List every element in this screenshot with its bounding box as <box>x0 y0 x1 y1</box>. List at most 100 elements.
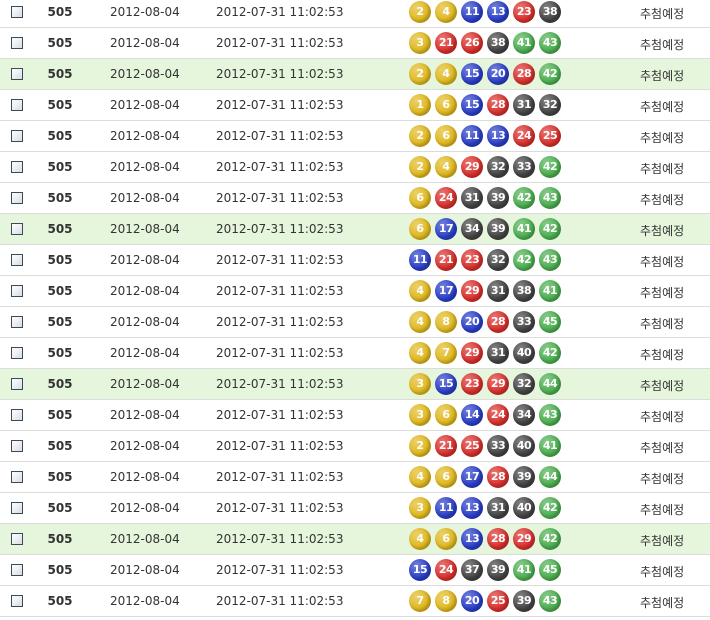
table-row: 505 2012-08-04 2012-07-31 11:02:53 4 7 29 31 40… <box>0 338 710 369</box>
lotto-ball: 31 <box>487 342 509 364</box>
lotto-ball: 20 <box>461 590 483 612</box>
row-checkbox[interactable] <box>11 471 23 483</box>
status-label: 추첨예정 <box>640 7 685 21</box>
status-label: 추첨예정 <box>640 472 685 486</box>
row-checkbox[interactable] <box>11 161 23 173</box>
lotto-ball: 28 <box>487 94 509 116</box>
lotto-ball: 41 <box>513 218 535 240</box>
created-datetime: 2012-07-31 11:02:53 <box>216 439 344 453</box>
lotto-ball: 38 <box>487 32 509 54</box>
created-datetime: 2012-07-31 11:02:53 <box>216 191 344 205</box>
row-checkbox[interactable] <box>11 316 23 328</box>
lotto-ball: 28 <box>513 63 535 85</box>
status-label: 추첨예정 <box>640 69 685 83</box>
number-balls: 7 8 20 25 39 43 <box>409 590 561 612</box>
table-row: 505 2012-08-04 2012-07-31 11:02:53 3 6 14 24 34… <box>0 400 710 431</box>
draw-date: 2012-08-04 <box>110 346 180 360</box>
round-number: 505 <box>47 470 73 484</box>
lotto-ball: 43 <box>539 187 561 209</box>
row-checkbox[interactable] <box>11 440 23 452</box>
lotto-ball: 2 <box>409 1 431 23</box>
table-row: 505 2012-08-04 2012-07-31 11:02:53 3 21 26 38 4… <box>0 28 710 59</box>
status-label: 추첨예정 <box>640 38 685 52</box>
number-balls: 15 24 37 39 41 45 <box>409 559 561 581</box>
lotto-ball: 4 <box>435 156 457 178</box>
round-number: 505 <box>47 5 73 19</box>
lotto-ball: 4 <box>409 466 431 488</box>
lotto-ball: 2 <box>409 63 431 85</box>
lotto-ball: 15 <box>461 94 483 116</box>
lotto-ball: 28 <box>487 528 509 550</box>
lotto-ball: 24 <box>435 187 457 209</box>
round-number: 505 <box>47 439 73 453</box>
lotto-ball: 17 <box>461 466 483 488</box>
row-checkbox[interactable] <box>11 564 23 576</box>
lotto-ball: 6 <box>435 125 457 147</box>
draw-date: 2012-08-04 <box>110 377 180 391</box>
table-row: 505 2012-08-04 2012-07-31 11:02:53 2 6 11 13 24… <box>0 121 710 152</box>
lotto-ball: 2 <box>409 156 431 178</box>
lotto-ball: 20 <box>461 311 483 333</box>
lotto-ball: 45 <box>539 559 561 581</box>
row-checkbox[interactable] <box>11 347 23 359</box>
lotto-ball: 11 <box>435 497 457 519</box>
status-label: 추첨예정 <box>640 441 685 455</box>
table-row: 505 2012-08-04 2012-07-31 11:02:53 3 15 23 29 3… <box>0 369 710 400</box>
row-checkbox[interactable] <box>11 99 23 111</box>
created-datetime: 2012-07-31 11:02:53 <box>216 315 344 329</box>
row-checkbox[interactable] <box>11 533 23 545</box>
row-checkbox[interactable] <box>11 409 23 421</box>
lotto-ball: 4 <box>409 311 431 333</box>
row-checkbox[interactable] <box>11 595 23 607</box>
round-number: 505 <box>47 501 73 515</box>
number-balls: 4 8 20 28 33 45 <box>409 311 561 333</box>
lotto-ball: 13 <box>461 497 483 519</box>
row-checkbox[interactable] <box>11 285 23 297</box>
table-row: 505 2012-08-04 2012-07-31 11:02:53 4 6 17 28 39… <box>0 462 710 493</box>
lotto-ball: 6 <box>435 528 457 550</box>
number-balls: 4 6 17 28 39 44 <box>409 466 561 488</box>
lotto-ball: 39 <box>487 559 509 581</box>
lotto-ball: 17 <box>435 218 457 240</box>
lotto-ball: 33 <box>513 156 535 178</box>
round-number: 505 <box>47 98 73 112</box>
row-checkbox[interactable] <box>11 130 23 142</box>
draw-date: 2012-08-04 <box>110 408 180 422</box>
lotto-ball: 33 <box>513 311 535 333</box>
row-checkbox[interactable] <box>11 68 23 80</box>
table-row: 505 2012-08-04 2012-07-31 11:02:53 4 6 13 28 29… <box>0 524 710 555</box>
number-balls: 4 6 13 28 29 42 <box>409 528 561 550</box>
lotto-ball: 41 <box>513 559 535 581</box>
row-checkbox[interactable] <box>11 192 23 204</box>
lotto-ball: 24 <box>513 125 535 147</box>
created-datetime: 2012-07-31 11:02:53 <box>216 129 344 143</box>
round-number: 505 <box>47 594 73 608</box>
draw-date: 2012-08-04 <box>110 470 180 484</box>
round-number: 505 <box>47 346 73 360</box>
row-checkbox[interactable] <box>11 502 23 514</box>
row-checkbox[interactable] <box>11 6 23 18</box>
row-checkbox[interactable] <box>11 37 23 49</box>
lotto-ball: 8 <box>435 311 457 333</box>
draw-date: 2012-08-04 <box>110 160 180 174</box>
lotto-ball: 42 <box>513 249 535 271</box>
number-balls: 2 21 25 33 40 41 <box>409 435 561 457</box>
lotto-ball: 31 <box>487 280 509 302</box>
round-number: 505 <box>47 377 73 391</box>
row-checkbox[interactable] <box>11 378 23 390</box>
lotto-ball: 41 <box>539 435 561 457</box>
lotto-ball: 40 <box>513 342 535 364</box>
table-row: 505 2012-08-04 2012-07-31 11:02:53 4 8 20 28 33… <box>0 307 710 338</box>
lotto-ball: 8 <box>435 590 457 612</box>
status-label: 추첨예정 <box>640 596 685 610</box>
row-checkbox[interactable] <box>11 223 23 235</box>
draw-date: 2012-08-04 <box>110 501 180 515</box>
lotto-ball: 32 <box>539 94 561 116</box>
table-row: 505 2012-08-04 2012-07-31 11:02:53 3 11 13 31 4… <box>0 493 710 524</box>
number-balls: 3 6 14 24 34 43 <box>409 404 561 426</box>
lotto-ball: 32 <box>487 249 509 271</box>
table-row: 505 2012-08-04 2012-07-31 11:02:53 4 17 29 31 3… <box>0 276 710 307</box>
status-label: 추첨예정 <box>640 503 685 517</box>
status-label: 추첨예정 <box>640 100 685 114</box>
row-checkbox[interactable] <box>11 254 23 266</box>
